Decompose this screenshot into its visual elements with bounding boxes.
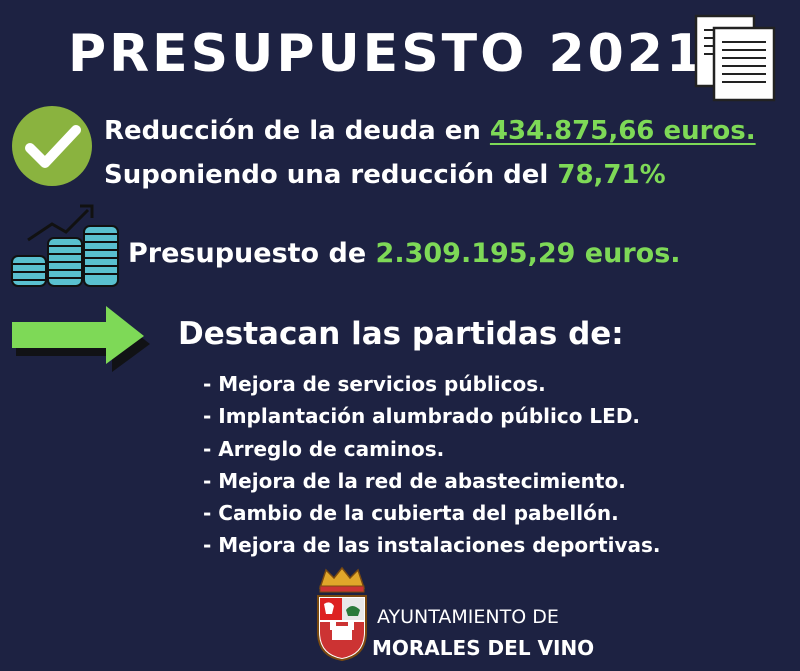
budget-line: Presupuesto de 2.309.195,29 euros. bbox=[128, 238, 681, 269]
organization-line-2: MORALES DEL VINO bbox=[372, 636, 595, 660]
list-item: - Mejora de servicios públicos. bbox=[203, 372, 546, 396]
list-item: - Implantación alumbrado público LED. bbox=[203, 404, 641, 429]
organization-line-1: AYUNTAMIENTO DE bbox=[377, 606, 559, 628]
list-item: - Arreglo de caminos. bbox=[203, 436, 445, 461]
highlights-list: - Mejora de servicios públicos. - Implan… bbox=[203, 368, 661, 562]
page-title: PRESUPUESTO 2021 bbox=[68, 24, 706, 84]
check-circle-icon bbox=[12, 106, 92, 186]
documents-icon bbox=[694, 14, 776, 102]
debt-reduction-line: Reducción de la deuda en 434.875,66 euro… bbox=[104, 116, 756, 146]
highlights-heading: Destacan las partidas de: bbox=[178, 316, 624, 352]
list-item: - Cambio de la cubierta del pabellón. bbox=[203, 501, 619, 526]
reduction-percent-prefix: Suponiendo una reducción del bbox=[104, 160, 558, 190]
reduction-percent-value: 78,71% bbox=[557, 160, 666, 190]
debt-reduction-amount: 434.875,66 euros. bbox=[489, 116, 756, 146]
coins-growth-icon bbox=[11, 204, 119, 287]
budget-amount: 2.309.195,29 euros. bbox=[375, 238, 681, 269]
debt-reduction-prefix: Reducción de la deuda en bbox=[104, 116, 490, 146]
list-item: - Mejora de la red de abastecimiento. bbox=[203, 468, 626, 493]
right-arrow-icon bbox=[12, 306, 150, 372]
budget-prefix: Presupuesto de bbox=[128, 238, 376, 269]
list-item: - Mejora de las instalaciones deportivas… bbox=[203, 533, 661, 558]
coat-of-arms-icon bbox=[317, 566, 367, 662]
reduction-percent-line: Suponiendo una reducción del 78,71% bbox=[104, 160, 666, 190]
